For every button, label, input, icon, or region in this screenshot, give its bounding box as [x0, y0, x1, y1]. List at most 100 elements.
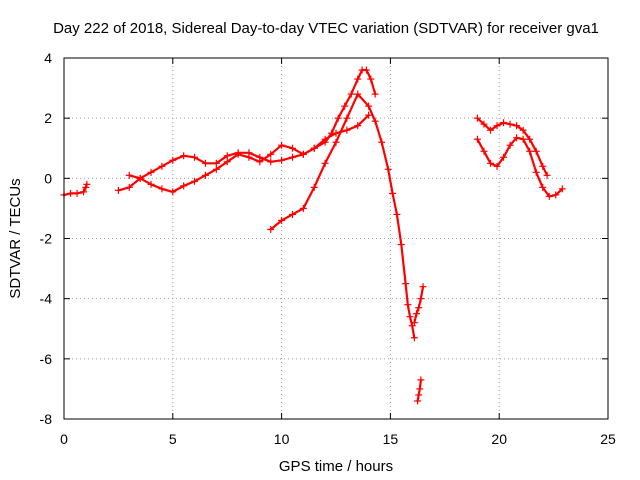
data-point	[371, 90, 379, 98]
y-tick-label: -2	[40, 231, 53, 247]
x-tick-label: 0	[60, 431, 68, 447]
data-point	[83, 180, 91, 188]
data-point	[73, 189, 81, 197]
data-point	[310, 144, 318, 152]
x-tick-label: 10	[274, 431, 290, 447]
data-point	[493, 162, 501, 170]
x-tick-label: 20	[491, 431, 507, 447]
data-point	[552, 191, 560, 199]
data-point	[310, 183, 318, 191]
data-point	[393, 210, 401, 218]
y-axis-label: SDTVAR / TECUs	[7, 178, 24, 298]
data-point	[539, 183, 547, 191]
data-point	[321, 159, 329, 167]
data-point	[480, 147, 488, 155]
data-point	[389, 189, 397, 197]
data-point	[473, 114, 481, 122]
data-point	[67, 189, 75, 197]
data-point	[416, 385, 424, 393]
data-point	[532, 168, 540, 176]
data-point	[413, 310, 421, 318]
data-point	[415, 391, 423, 399]
data-point	[367, 75, 375, 83]
data-point	[223, 152, 231, 160]
data-point	[147, 168, 155, 176]
data-point	[415, 304, 423, 312]
y-tick-label: 2	[44, 110, 52, 126]
series-line	[476, 136, 564, 198]
data-point	[545, 192, 553, 200]
data-point	[406, 313, 414, 321]
data-point	[354, 90, 362, 98]
data-point	[288, 144, 296, 152]
data-point	[169, 156, 177, 164]
data-point	[365, 102, 373, 110]
data-point	[532, 147, 540, 155]
data-point	[384, 165, 392, 173]
data-point	[473, 135, 481, 143]
series-layer	[60, 66, 566, 405]
data-point	[365, 111, 373, 119]
data-point	[234, 150, 242, 158]
data-point	[513, 134, 521, 142]
series-upper-arc-a	[114, 66, 379, 194]
series-late-upper	[473, 114, 551, 179]
data-point	[288, 210, 296, 218]
data-point	[212, 165, 220, 173]
data-point	[419, 283, 427, 291]
data-point	[417, 376, 425, 384]
data-point	[480, 120, 488, 128]
data-point	[526, 135, 534, 143]
data-point	[201, 171, 209, 179]
data-point	[125, 183, 133, 191]
data-point	[354, 75, 362, 83]
data-point	[347, 90, 355, 98]
axis-ticks: 0 5 10 15 20 25 -8 -6 -4 -2 0 2 4	[40, 50, 616, 447]
series-isolated-low	[414, 376, 425, 405]
x-axis-label: GPS time / hours	[279, 458, 393, 475]
x-tick-label: 15	[383, 431, 399, 447]
data-point	[500, 119, 508, 127]
grid	[64, 58, 608, 419]
data-point	[180, 182, 188, 190]
data-point	[125, 171, 133, 179]
data-point	[404, 301, 412, 309]
data-point	[519, 126, 527, 134]
series-upturn	[410, 283, 427, 327]
data-point	[410, 334, 418, 342]
series-line	[476, 117, 549, 177]
series-line	[117, 68, 377, 192]
data-point	[493, 122, 501, 130]
data-point	[341, 102, 349, 110]
data-point	[278, 156, 286, 164]
data-point	[519, 135, 527, 143]
data-point	[321, 135, 329, 143]
data-point	[343, 126, 351, 134]
data-point	[158, 162, 166, 170]
data-point	[147, 180, 155, 188]
data-point	[543, 171, 551, 179]
data-point	[278, 141, 286, 149]
data-point	[402, 280, 410, 288]
data-point	[371, 117, 379, 125]
data-point	[245, 153, 253, 161]
data-point	[267, 150, 275, 158]
data-point	[180, 152, 188, 160]
y-tick-label: -4	[40, 291, 53, 307]
y-tick-label: 0	[44, 170, 52, 186]
data-point	[539, 162, 547, 170]
series-early-segment	[60, 180, 91, 199]
data-point	[486, 159, 494, 167]
data-point	[212, 159, 220, 167]
data-point	[82, 183, 90, 191]
series-lower-arc-b	[125, 111, 373, 196]
data-point	[114, 186, 122, 194]
data-point	[80, 188, 88, 196]
data-point	[334, 114, 342, 122]
series-rise-and-drop	[267, 90, 418, 342]
data-point	[378, 138, 386, 146]
data-point	[397, 241, 405, 249]
data-point	[410, 319, 418, 327]
data-point	[158, 185, 166, 193]
